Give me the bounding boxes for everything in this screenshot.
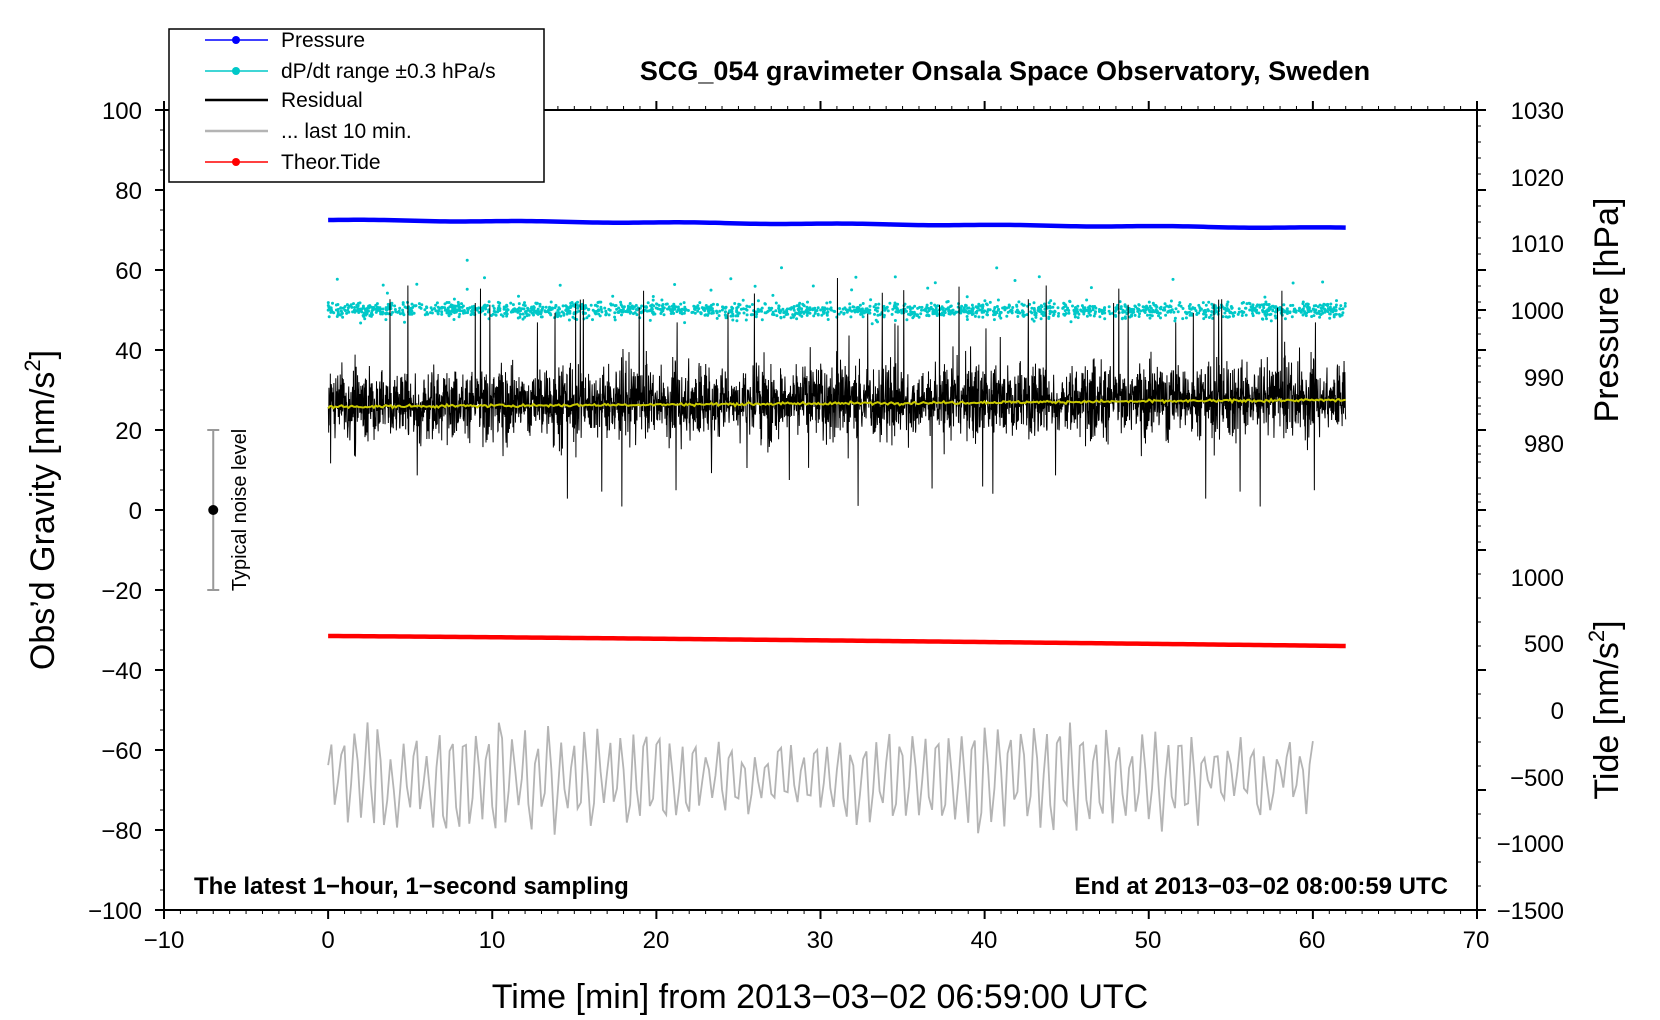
last-10-min-series <box>327 722 1314 835</box>
x-tick-label: 70 <box>1463 927 1490 954</box>
legend-marker-dpdt <box>232 67 240 75</box>
y-left-tick-label: 60 <box>115 258 142 285</box>
pressure-axis-title: Pressure [hPa] <box>1588 198 1626 423</box>
pressure-tick-label: 990 <box>1524 365 1564 392</box>
y-left-tick-label: −100 <box>88 898 142 925</box>
legend-item-dpdt: dP/dt range ±0.3 hPa/s <box>205 60 496 83</box>
tide-tick-labels: 1000 500 0 −500 −1000 −1500 <box>1497 565 1564 925</box>
x-tick-label: 30 <box>807 927 834 954</box>
y-left-tick-label: 0 <box>129 498 142 525</box>
pressure-series <box>328 217 1346 231</box>
x-tick-label: 40 <box>971 927 998 954</box>
chart-title: SCG_054 gravimeter Onsala Space Observat… <box>640 56 1370 86</box>
noise-bar-center <box>208 505 219 515</box>
y-left-tick-label: 100 <box>102 98 142 125</box>
axis-ticks <box>155 101 1486 919</box>
pressure-tick-label: 1000 <box>1511 298 1564 325</box>
legend-label: dP/dt range ±0.3 hPa/s <box>281 60 496 83</box>
noise-level-indicator: Typical noise level <box>207 429 251 591</box>
tide-axis-title: Tide [nm/s2] <box>1584 620 1626 799</box>
annotation-left: The latest 1−hour, 1−second sampling <box>194 873 629 900</box>
theoretical-tide-series <box>328 633 1346 649</box>
legend-item-residual: Residual <box>205 89 363 112</box>
pressure-tick-label: 1010 <box>1511 231 1564 258</box>
pressure-tick-label: 1020 <box>1511 165 1564 192</box>
x-tick-label: −10 <box>144 927 185 954</box>
pressure-tick-label: 980 <box>1524 431 1564 458</box>
legend-marker-tide <box>232 158 240 166</box>
x-tick-label: 60 <box>1299 927 1326 954</box>
pressure-tick-labels: 1030 1020 1010 1000 990 980 <box>1511 98 1564 458</box>
y-left-tick-label: 80 <box>115 178 142 205</box>
residual-mean-series <box>327 397 1346 410</box>
noise-level-label: Typical noise level <box>229 429 251 591</box>
x-tick-labels: −10 0 10 20 30 40 50 60 70 <box>144 927 1490 954</box>
legend-marker-pressure <box>232 36 240 44</box>
legend-item-pressure: Pressure <box>205 29 365 52</box>
tide-tick-label: −1500 <box>1497 898 1564 925</box>
annotation-right: End at 2013−03−02 08:00:59 UTC <box>1074 873 1448 900</box>
y-left-tick-label: 20 <box>115 418 142 445</box>
y-left-tick-labels: 100 80 60 40 20 0 −20 −40 −60 −80 −100 <box>88 98 142 925</box>
series-group <box>326 217 1347 835</box>
x-tick-label: 0 <box>321 927 334 954</box>
y-left-tick-label: −60 <box>101 738 142 765</box>
y-left-tick-label: −40 <box>101 658 142 685</box>
y-left-tick-label: −20 <box>101 578 142 605</box>
legend: Pressure dP/dt range ±0.3 hPa/s Residual… <box>168 28 545 183</box>
legend-label: ... last 10 min. <box>281 120 412 143</box>
tide-tick-label: −1000 <box>1497 831 1564 858</box>
residual-series <box>327 277 1347 507</box>
y-left-tick-label: −80 <box>101 818 142 845</box>
pressure-tick-label: 1030 <box>1511 98 1564 125</box>
x-axis-title: Time [min] from 2013−03−02 06:59:00 UTC <box>492 978 1148 1016</box>
x-tick-label: 10 <box>479 927 506 954</box>
x-tick-label: 20 <box>643 927 670 954</box>
tide-tick-label: 500 <box>1524 631 1564 658</box>
tide-tick-label: −500 <box>1510 765 1564 792</box>
x-tick-label: 50 <box>1135 927 1162 954</box>
legend-item-last10: ... last 10 min. <box>205 120 412 143</box>
y-left-axis-title: Obs’d Gravity [nm/s2] <box>20 350 62 670</box>
legend-label: Theor.Tide <box>281 151 381 174</box>
plot-frame <box>163 109 1478 911</box>
y-left-tick-label: 40 <box>115 338 142 365</box>
tide-tick-label: 1000 <box>1511 565 1564 592</box>
legend-label: Residual <box>281 89 363 112</box>
tide-tick-label: 0 <box>1551 698 1564 725</box>
legend-item-tide: Theor.Tide <box>205 151 381 174</box>
legend-box <box>168 28 545 183</box>
legend-label: Pressure <box>281 29 365 52</box>
